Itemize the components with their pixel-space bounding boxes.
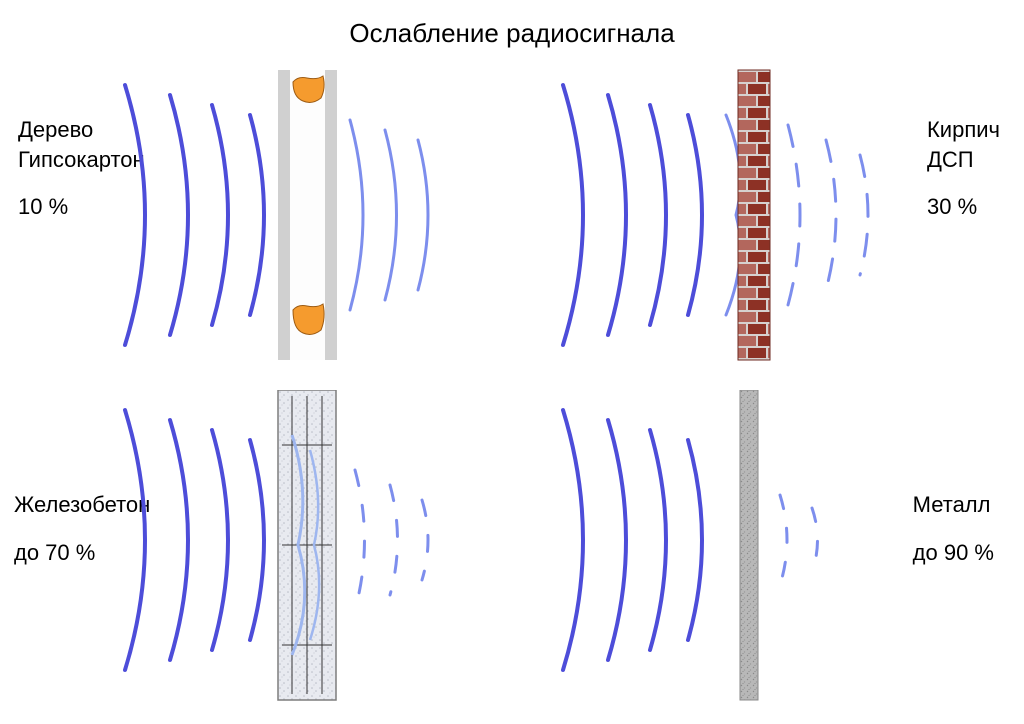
page-title: Ослабление радиосигнала <box>0 18 1024 49</box>
waves-out <box>788 125 868 305</box>
waves-in <box>125 85 264 345</box>
drywall-wall <box>278 70 337 360</box>
brick-wall <box>738 70 770 360</box>
waves-in <box>125 410 264 670</box>
label-drywall-line1: Дерево <box>18 117 93 142</box>
panel-drywall <box>110 60 480 370</box>
waves-out <box>350 120 428 310</box>
panel-brick <box>548 60 928 370</box>
waves-in <box>563 410 702 670</box>
concrete-wall <box>278 390 336 700</box>
label-brick: Кирпич ДСП 30 % <box>927 115 1000 222</box>
waves-out <box>780 495 818 585</box>
label-brick-pct: 30 % <box>927 192 1000 222</box>
waves-out <box>355 470 428 610</box>
label-brick-line2: ДСП <box>927 147 974 172</box>
panel-concrete <box>110 390 480 710</box>
metal-wall <box>740 390 758 700</box>
label-brick-line1: Кирпич <box>927 117 1000 142</box>
panel-metal <box>548 390 928 710</box>
waves-in <box>563 85 702 345</box>
